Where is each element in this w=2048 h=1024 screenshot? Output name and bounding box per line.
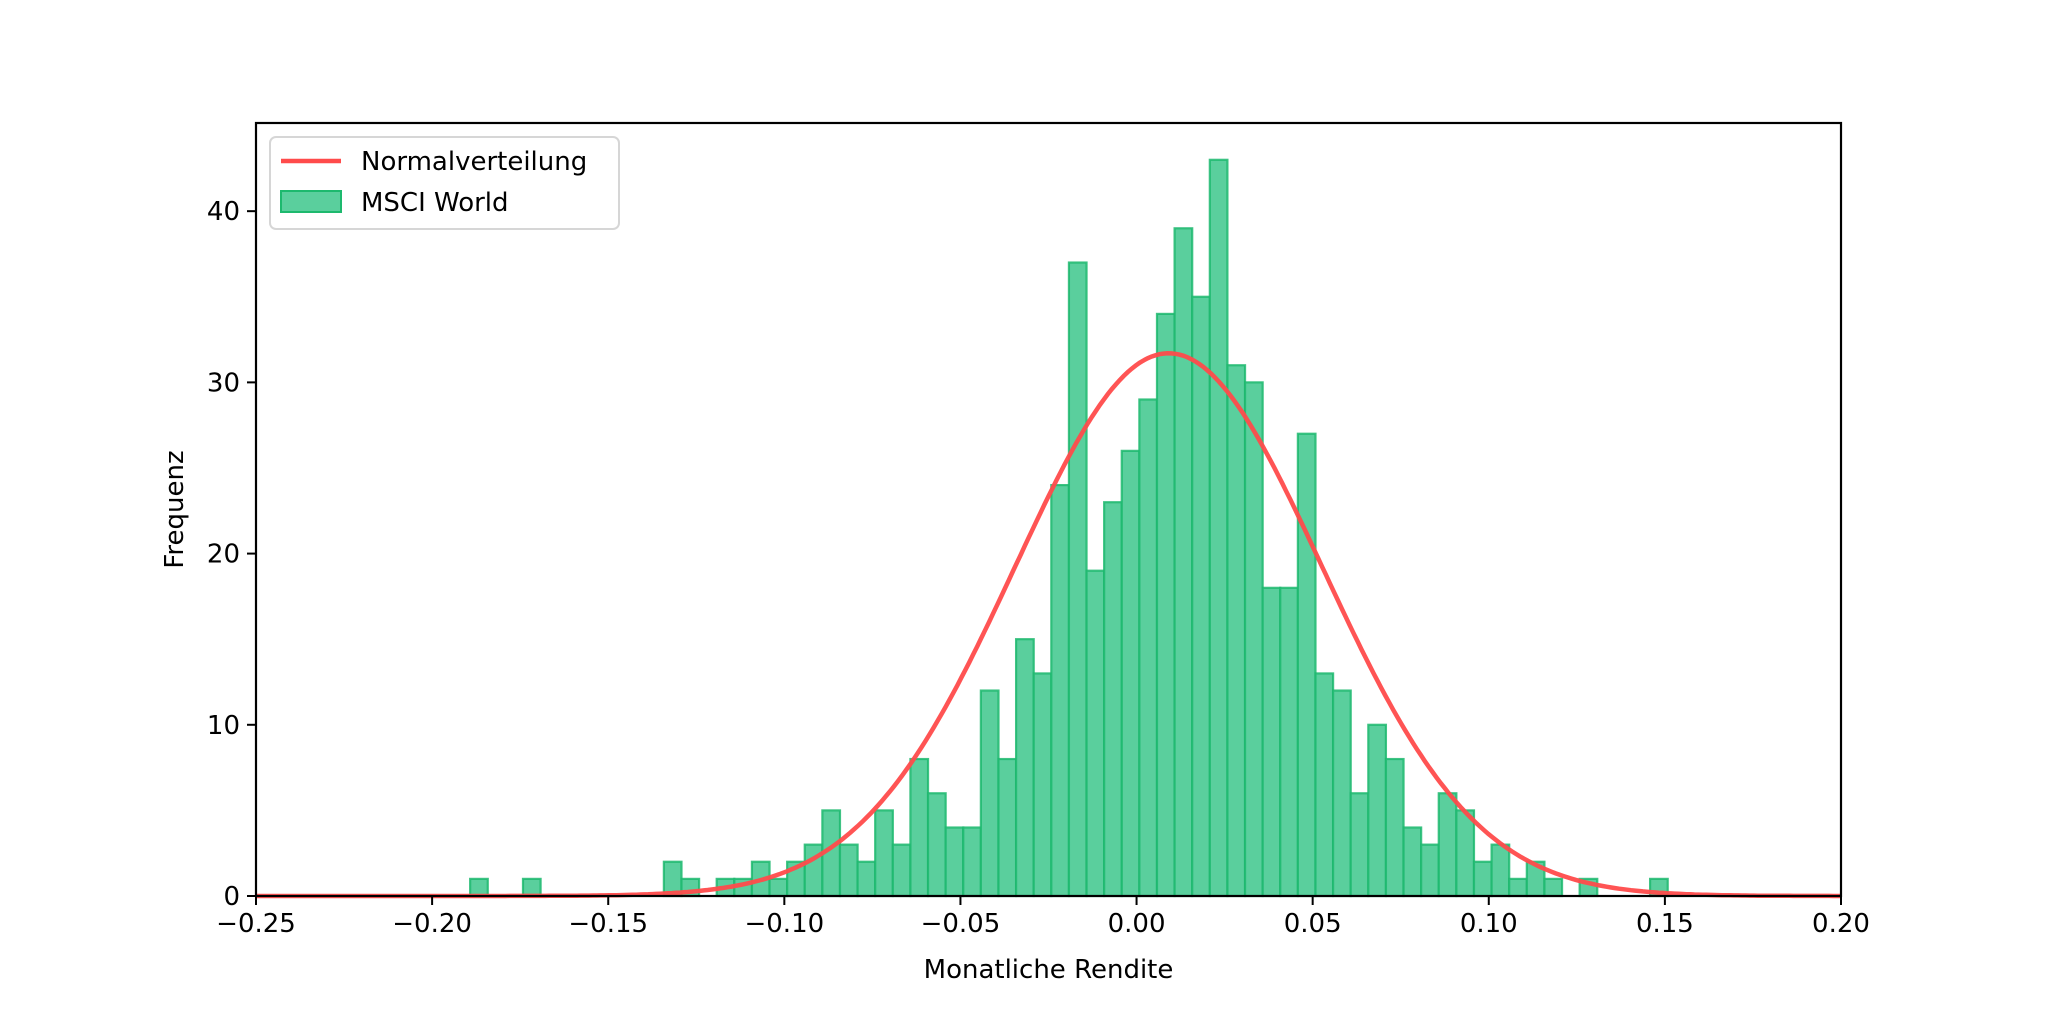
x-axis-ticks: −0.25 −0.20 −0.15 −0.10 −0.05 0.00 0.05 0.10 0.1… <box>216 896 1870 939</box>
histogram-bar <box>891 843 912 898</box>
histogram-bar <box>1050 484 1071 898</box>
histogram-bar <box>1402 826 1423 898</box>
y-tick-label: 0 <box>223 882 240 912</box>
histogram-bar <box>874 809 894 898</box>
histogram-bar <box>1296 432 1317 898</box>
histogram-bar <box>926 792 947 898</box>
histogram-bar <box>1208 158 1229 898</box>
legend-patch-swatch <box>280 190 342 213</box>
histogram-bars <box>469 158 1669 898</box>
histogram-bar <box>1032 672 1053 898</box>
y-tick-label: 20 <box>207 540 240 570</box>
y-tick-label: 10 <box>207 711 240 741</box>
x-tick-label: −0.20 <box>392 909 472 939</box>
histogram-bar <box>1349 792 1370 898</box>
histogram-bar <box>1261 586 1282 898</box>
histogram-bar <box>1226 364 1247 898</box>
histogram-bar <box>856 860 877 898</box>
x-tick-label: −0.25 <box>216 909 296 939</box>
x-tick-label: 0.00 <box>1108 909 1166 939</box>
histogram-bar <box>1279 586 1299 898</box>
x-tick-label: 0.20 <box>1812 909 1870 939</box>
legend-label-msci-world: MSCI World <box>361 188 509 218</box>
y-tick-label: 40 <box>207 197 240 227</box>
histogram-bar <box>1384 757 1405 898</box>
x-tick-label: −0.10 <box>744 909 824 939</box>
histogram-bar <box>1543 877 1564 898</box>
histogram-bar <box>1014 638 1035 898</box>
histogram-bar <box>1120 449 1141 898</box>
histogram-bar <box>909 757 930 898</box>
legend-box <box>269 136 620 230</box>
histogram-bar <box>1508 877 1528 898</box>
histogram-bar <box>1173 227 1194 898</box>
histogram-bar <box>962 826 982 898</box>
x-tick-label: 0.15 <box>1636 909 1694 939</box>
histogram-bar <box>469 877 489 898</box>
y-axis-ticks: 0 10 20 30 40 <box>207 197 256 912</box>
histogram-bar <box>1314 672 1335 898</box>
y-tick-label: 30 <box>207 368 240 398</box>
y-axis-label: Frequenz <box>160 450 190 568</box>
legend: Normalverteilung MSCI World <box>269 136 620 230</box>
histogram-bar <box>1437 792 1458 898</box>
histogram-bar <box>838 843 859 898</box>
histogram-bar <box>1420 843 1440 898</box>
histogram-bar <box>1472 860 1493 898</box>
x-tick-label: −0.05 <box>921 909 1001 939</box>
histogram-bar <box>997 757 1018 898</box>
x-tick-label: −0.15 <box>568 909 648 939</box>
plot-frame <box>254 121 1843 898</box>
histogram-bar <box>1331 689 1352 898</box>
x-tick-label: 0.10 <box>1460 909 1518 939</box>
histogram-bar <box>1191 295 1211 898</box>
legend-label-normalverteilung: Normalverteilung <box>361 147 587 177</box>
histogram-bar <box>1490 843 1511 898</box>
histogram-bar <box>1138 398 1159 898</box>
histogram-bar <box>521 877 542 898</box>
histogram-bar <box>1085 569 1106 898</box>
x-tick-label: 0.05 <box>1284 909 1342 939</box>
histogram-bar <box>1067 261 1088 898</box>
histogram-bar <box>979 689 1000 898</box>
histogram-bar <box>1155 312 1176 898</box>
histogram-bar <box>1367 723 1388 898</box>
histogram-bar <box>1243 381 1264 898</box>
histogram-bar <box>1103 501 1123 898</box>
histogram-bar <box>944 826 965 898</box>
x-axis-label: Monatliche Rendite <box>924 955 1174 985</box>
histogram-bar <box>768 877 789 898</box>
histogram-bar <box>1455 809 1476 898</box>
